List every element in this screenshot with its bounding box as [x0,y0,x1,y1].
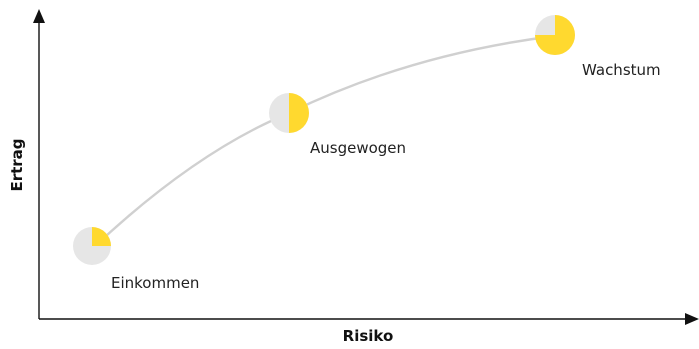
y-axis-title: Ertrag [8,138,26,191]
profile-label-growth: Wachstum [582,61,661,79]
pie-accent [92,227,111,246]
profile-marker-income [73,227,111,265]
x-axis-title: Risiko [343,327,394,345]
profile-marker-balanced [269,93,309,133]
pie-accent [535,15,575,55]
profile-label-balanced: Ausgewogen [310,139,406,157]
y-axis-arrow-icon [33,9,45,23]
profile-label-income: Einkommen [111,274,199,292]
x-axis-arrow-icon [685,313,699,325]
profile-marker-growth [535,15,575,55]
pie-accent [289,93,309,133]
